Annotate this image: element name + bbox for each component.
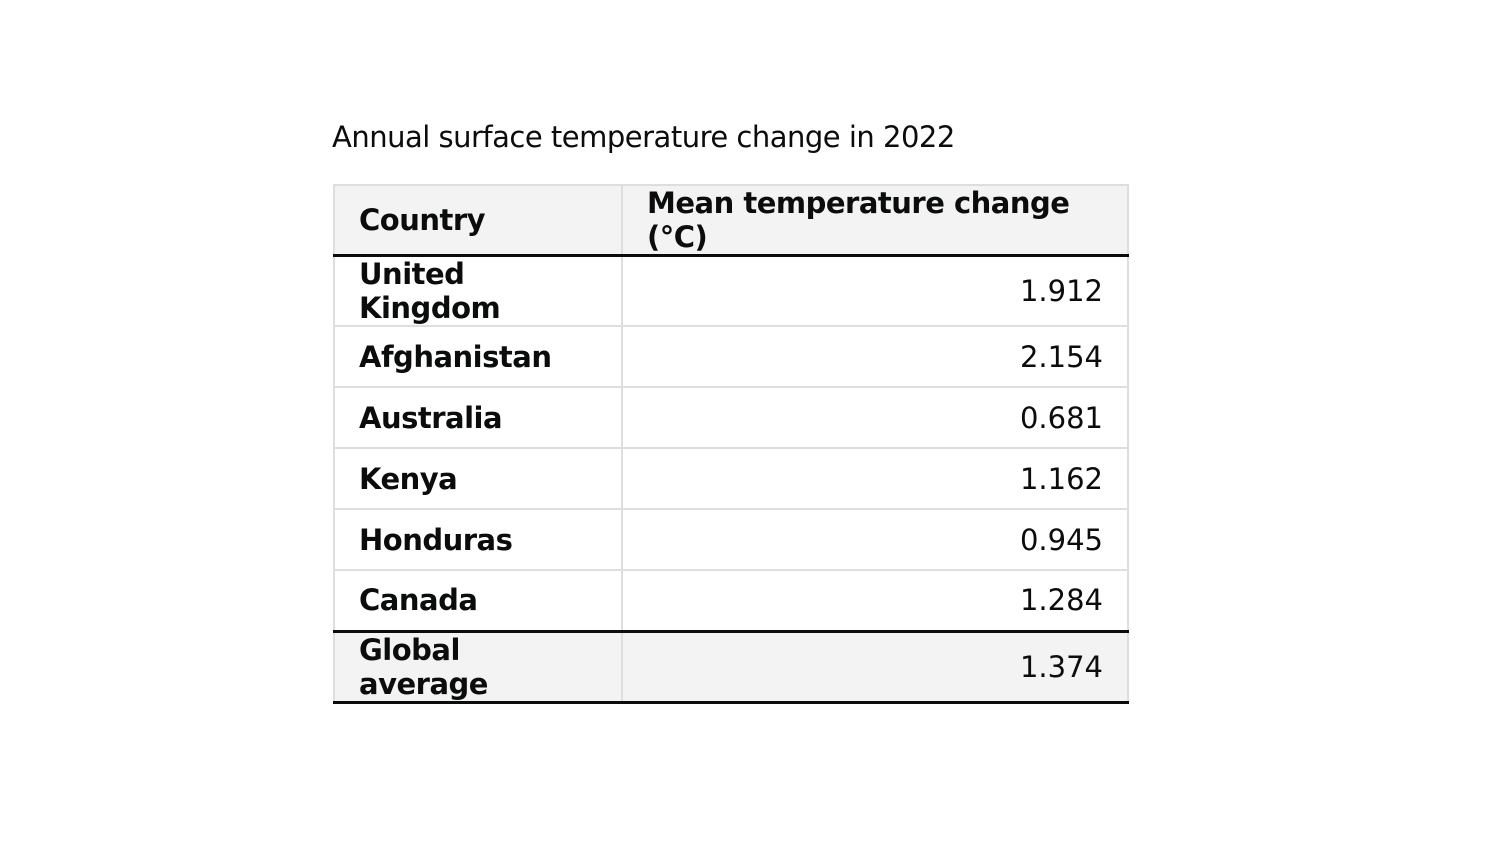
- header-row: Country Mean temperature change (°C): [333, 184, 1129, 257]
- global-average-value: 1.374: [622, 629, 1129, 704]
- table-header: Country Mean temperature change (°C): [333, 184, 1129, 257]
- value-cell: 0.681: [622, 387, 1129, 449]
- value-cell: 2.154: [622, 326, 1129, 388]
- country-cell: Kenya: [333, 448, 623, 510]
- table-footer: Global average 1.374: [333, 629, 1129, 704]
- global-average-row: Global average 1.374: [333, 629, 1129, 704]
- country-cell: Honduras: [333, 509, 623, 571]
- value-cell: 0.945: [622, 509, 1129, 571]
- table-row: Kenya 1.162: [333, 448, 1129, 510]
- country-cell: Canada: [333, 570, 623, 632]
- column-header-country: Country: [333, 184, 623, 257]
- value-cell: 1.284: [622, 570, 1129, 632]
- table-row: Honduras 0.945: [333, 509, 1129, 571]
- country-cell: Afghanistan: [333, 326, 623, 388]
- global-average-label: Global average: [333, 629, 623, 704]
- table-caption: Annual surface temperature change in 202…: [332, 120, 955, 154]
- country-cell: United Kingdom: [333, 255, 623, 327]
- column-header-temperature-change: Mean temperature change (°C): [622, 184, 1129, 257]
- table-body: United Kingdom 1.912 Afghanistan 2.154 A…: [333, 255, 1129, 632]
- value-cell: 1.912: [622, 255, 1129, 327]
- country-cell: Australia: [333, 387, 623, 449]
- table-row: United Kingdom 1.912: [333, 255, 1129, 327]
- table-row: Australia 0.681: [333, 387, 1129, 449]
- table-row: Afghanistan 2.154: [333, 326, 1129, 388]
- temperature-table: Country Mean temperature change (°C) Uni…: [333, 184, 1129, 704]
- value-cell: 1.162: [622, 448, 1129, 510]
- table-row: Canada 1.284: [333, 570, 1129, 632]
